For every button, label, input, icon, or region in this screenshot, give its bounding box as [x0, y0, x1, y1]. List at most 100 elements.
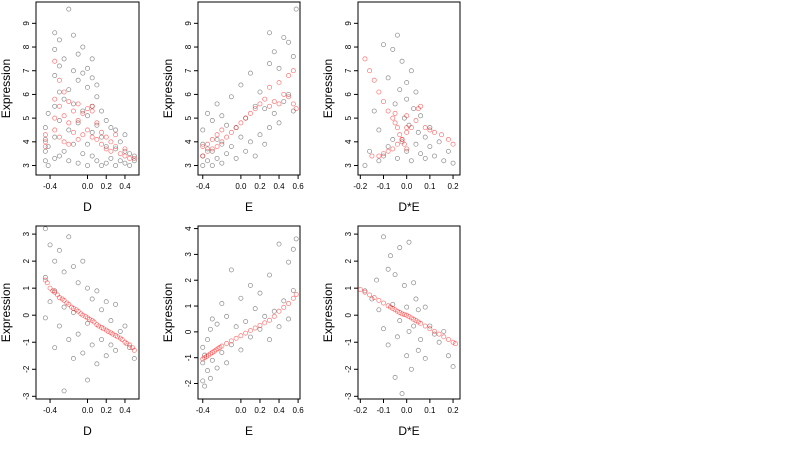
observed-point: [75, 51, 81, 57]
observed-point: [66, 127, 72, 133]
observed-point: [66, 87, 72, 93]
y-tick-label: 9: [344, 21, 353, 26]
x-tick-label: 0.2: [101, 406, 113, 415]
observed-point: [66, 6, 72, 12]
fitted-point: [385, 148, 391, 154]
series-observed: [42, 6, 137, 168]
observed-point: [436, 139, 442, 145]
fitted-point: [99, 129, 104, 135]
observed-point: [362, 163, 368, 168]
observed-point: [52, 134, 58, 140]
observed-point: [267, 125, 272, 131]
observed-point: [224, 313, 230, 319]
fitted-point: [390, 146, 396, 152]
observed-point: [385, 342, 391, 348]
fitted-point: [367, 68, 373, 74]
y-tick-label: 3: [184, 252, 193, 257]
observed-point: [238, 295, 244, 301]
y-tick-label: 6: [344, 92, 353, 97]
observed-point: [108, 155, 114, 161]
fitted-point: [427, 326, 433, 332]
observed-point: [394, 155, 400, 161]
y-tick-label: 9: [22, 21, 31, 26]
observed-point: [385, 75, 391, 81]
observed-point: [224, 360, 230, 366]
scatter-panel-2: -0.4 0.0 0.2 0.4 0.6 3 4 5 6 7 8 9 E Expression: [161, 1, 304, 214]
observed-point: [117, 328, 123, 334]
plot-frame: [197, 1, 301, 176]
observed-point: [271, 308, 277, 314]
series-observed: [200, 236, 299, 389]
fitted-point: [96, 323, 102, 329]
fitted-point: [262, 320, 268, 326]
fitted-point: [290, 101, 296, 107]
x-axis-title: E: [245, 424, 253, 438]
observed-point: [85, 65, 90, 71]
scatter-panel-6: -0.2 -0.1 0.0 0.1 0.2 -3 -2 -1 0 1 2 3 D*E Expression: [321, 225, 461, 438]
fitted-point: [276, 101, 282, 107]
fitted-point: [404, 113, 410, 119]
observed-point: [61, 388, 67, 394]
observed-point: [415, 307, 421, 313]
observed-point: [276, 65, 282, 71]
fitted-point: [233, 335, 239, 341]
observed-point: [47, 299, 53, 305]
observed-point: [376, 127, 382, 133]
observed-point: [209, 118, 215, 123]
fitted-point: [271, 313, 277, 319]
fitted-point: [110, 331, 116, 337]
fitted-point: [209, 137, 215, 142]
observed-point: [131, 153, 137, 159]
x-axis-title: D*E: [398, 200, 419, 214]
observed-point: [61, 148, 67, 154]
plot-frame: [357, 1, 461, 176]
fitted-point: [390, 115, 396, 121]
observed-point: [286, 316, 292, 322]
observed-point: [56, 247, 62, 253]
observed-point: [103, 160, 109, 166]
observed-point: [267, 30, 272, 36]
series-observed: [200, 6, 299, 168]
fitted-point: [267, 84, 272, 90]
observed-point: [252, 306, 258, 312]
series-fitted: [200, 291, 299, 362]
x-tick-label: 0.2: [254, 406, 266, 415]
observed-point: [381, 326, 386, 332]
fitted-point: [381, 99, 386, 104]
observed-point: [94, 122, 100, 128]
y-tick-label: 0: [22, 312, 31, 317]
observed-point: [219, 141, 225, 147]
observed-point: [374, 277, 379, 283]
observed-point: [427, 144, 433, 150]
observed-point: [122, 132, 128, 138]
fitted-point: [413, 118, 419, 123]
observed-point: [290, 108, 296, 114]
observed-point: [406, 328, 412, 334]
series-fitted: [357, 287, 458, 347]
fitted-point: [56, 77, 62, 83]
observed-point: [392, 101, 398, 107]
y-tick-label: -1: [22, 338, 31, 346]
fitted-point: [108, 139, 114, 145]
observed-point: [99, 307, 104, 313]
fitted-point: [369, 153, 375, 159]
fitted-point: [376, 89, 382, 95]
fitted-point: [408, 125, 414, 131]
observed-point: [441, 158, 447, 164]
fitted-point: [394, 125, 400, 131]
x-tick-label: 0.2: [101, 182, 113, 191]
fitted-point: [385, 108, 391, 114]
fitted-point: [399, 311, 405, 317]
observed-point: [42, 226, 48, 232]
x-tick-label: 0.4: [273, 406, 285, 415]
y-axis-title: Expression: [0, 283, 13, 342]
observed-point: [257, 290, 263, 296]
fitted-point: [127, 155, 133, 161]
observed-point: [413, 296, 419, 302]
y-tick-label: 8: [184, 44, 193, 49]
x-tick-label: -0.4: [43, 406, 57, 415]
observed-point: [413, 141, 419, 147]
scatter-panel-4: -0.4 0.0 0.2 0.4 -3 -2 -1 0 1 2 3 D Expression: [0, 225, 140, 438]
fitted-point: [371, 295, 377, 301]
observed-point: [205, 158, 210, 164]
